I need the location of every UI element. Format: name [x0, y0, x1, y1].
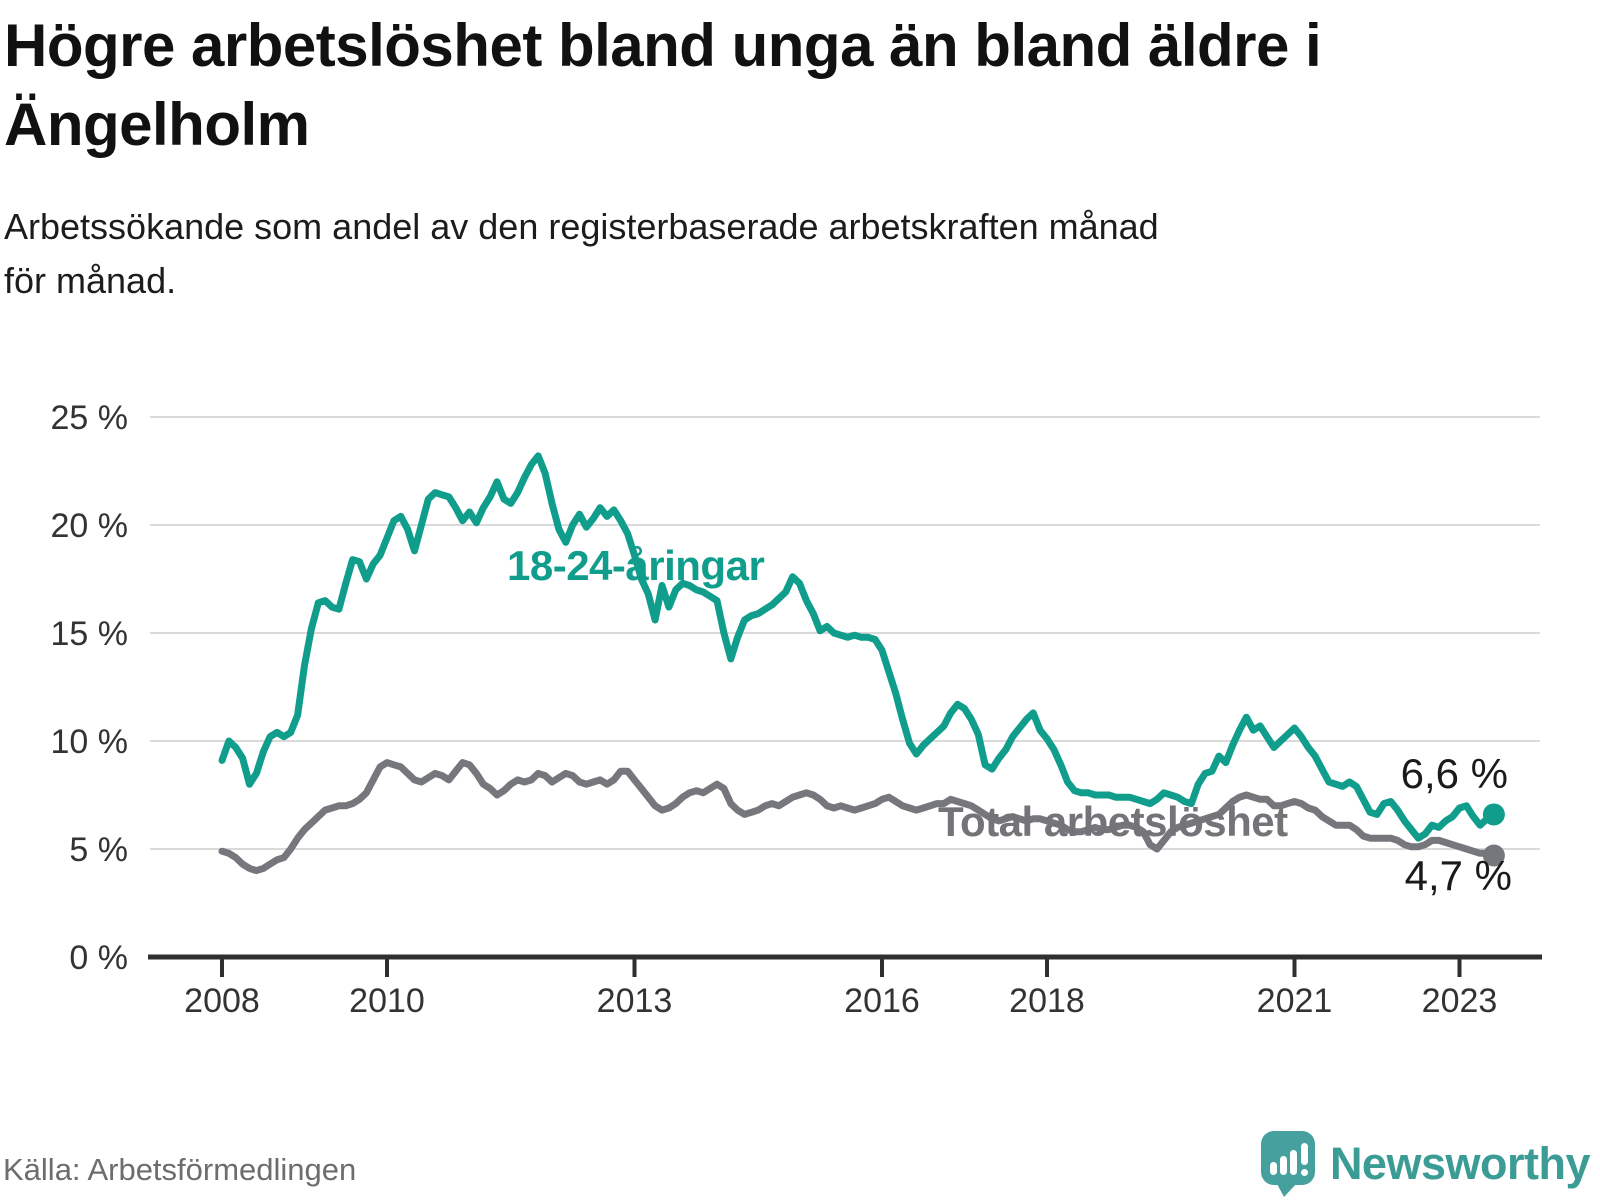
series-line-total	[218, 759, 1498, 875]
y-tick-label: 20 %	[51, 507, 129, 545]
x-tick-label: 2021	[1257, 982, 1333, 1020]
x-tick-label: 2016	[844, 982, 920, 1020]
series-label-total: Total arbetslöshet	[938, 798, 1288, 845]
newsworthy-logo-icon	[1260, 1131, 1315, 1197]
brand-lockup: Newsworthy	[1260, 1128, 1591, 1200]
y-tick-label: 15 %	[51, 615, 129, 653]
y-tick-label: 10 %	[51, 723, 129, 761]
x-tick-label: 2023	[1422, 982, 1498, 1020]
series-end-dot-total	[1482, 844, 1505, 867]
x-tick-label: 2008	[184, 982, 260, 1020]
end-value-label-total: 4,7 %	[1405, 852, 1512, 899]
x-tick-label: 2013	[597, 982, 673, 1020]
x-tick-label: 2018	[1009, 982, 1085, 1020]
source-note: Källa: Arbetsförmedlingen	[3, 1152, 357, 1187]
series-line-youth	[218, 452, 1498, 842]
series-end-dot-youth	[1482, 803, 1505, 826]
brand-name: Newsworthy	[1329, 1138, 1591, 1189]
x-tick-label: 2010	[349, 982, 425, 1020]
y-tick-label: 0 %	[69, 939, 128, 977]
y-tick-label: 25 %	[51, 399, 129, 437]
y-tick-label: 5 %	[69, 831, 128, 869]
line-chart: 0 % 5 % 10 % 15 % 20 % 25 % 2008 2010 2013 2016 20…	[51, 399, 1542, 1020]
end-value-label-youth: 6,6 %	[1401, 750, 1508, 797]
series-label-youth: 18-24-åringar	[507, 542, 764, 589]
page-title: Högre arbetslöshet bland unga än bland ä…	[4, 12, 1322, 159]
page-subtitle: Arbetssökande som andel av den registerb…	[4, 206, 1159, 301]
